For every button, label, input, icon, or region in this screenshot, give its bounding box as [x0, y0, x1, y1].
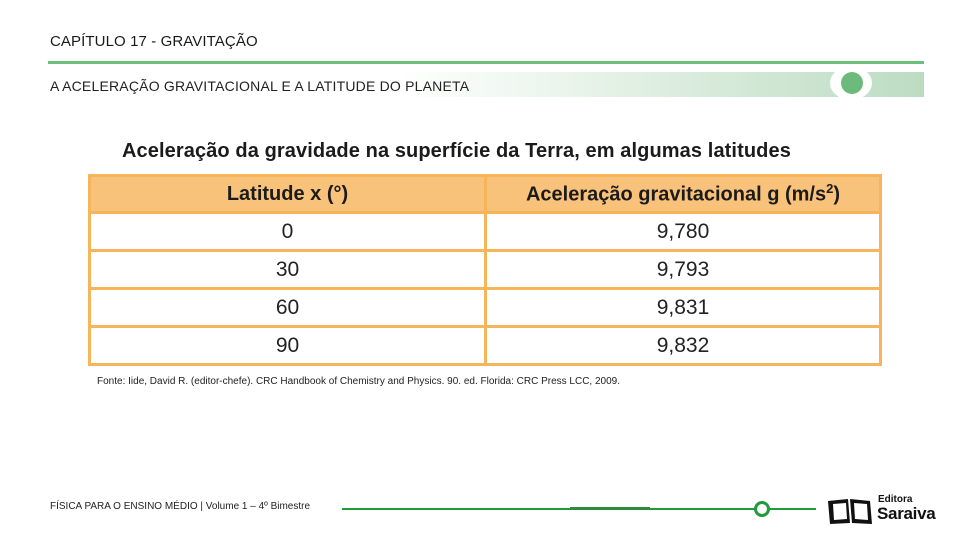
banner-dot-icon — [841, 72, 863, 94]
footer-line-end — [770, 508, 816, 510]
cell-acceleration: 9,831 — [484, 287, 882, 328]
header-acceleration-text: Aceleração gravitacional g (m/s — [525, 183, 827, 206]
section-banner — [48, 72, 924, 97]
cell-latitude: 60 — [88, 287, 487, 328]
cell-acceleration: 9,832 — [484, 325, 882, 366]
header-acceleration: Aceleração gravitacional g (m/s2) — [484, 174, 882, 214]
book-icon — [828, 499, 872, 524]
cell-acceleration: 9,793 — [484, 249, 882, 290]
table-row: 0 9,780 — [88, 211, 882, 252]
footer-line-accent — [570, 507, 650, 510]
logo-big-text: Saraiva — [877, 504, 936, 523]
cell-latitude: 30 — [88, 249, 487, 290]
header-acceleration-close: ) — [833, 183, 841, 206]
header-latitude: Latitude x (°) — [88, 174, 487, 214]
footer-ring-icon — [754, 501, 770, 517]
cell-acceleration: 9,780 — [484, 211, 882, 252]
footer-line — [342, 508, 758, 510]
source-citation: Fonte: Iide, David R. (editor-chefe). CR… — [97, 376, 620, 387]
footer-text: FÍSICA PARA O ENSINO MÉDIO | Volume 1 – … — [50, 501, 311, 512]
table-header-row: Latitude x (°) Aceleração gravitacional … — [88, 174, 882, 214]
cell-latitude: 0 — [88, 211, 487, 252]
section-title: A ACELERAÇÃO GRAVITACIONAL E A LATITUDE … — [50, 78, 470, 94]
table-row: 30 9,793 — [88, 249, 882, 290]
header-acceleration-exponent: 2 — [826, 181, 834, 197]
table-title: Aceleração da gravidade na superfície da… — [122, 140, 791, 162]
publisher-logo: Editora Saraiva — [826, 494, 942, 528]
table-row: 60 9,831 — [88, 287, 882, 328]
gravity-table: Latitude x (°) Aceleração gravitacional … — [88, 174, 882, 366]
table-row: 90 9,832 — [88, 325, 882, 366]
cell-latitude: 90 — [88, 325, 487, 366]
header-divider — [48, 61, 924, 64]
logo-small-text: Editora — [878, 494, 913, 505]
chapter-title: CAPÍTULO 17 - GRAVITAÇÃO — [50, 33, 258, 50]
